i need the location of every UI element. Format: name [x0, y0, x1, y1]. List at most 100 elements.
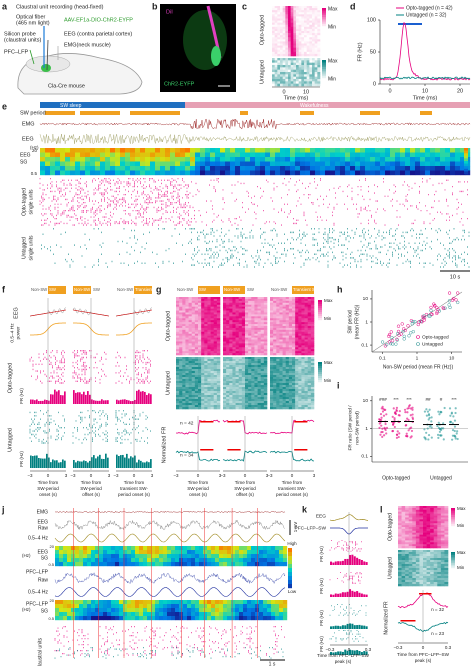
heatmap-cell — [308, 322, 311, 324]
heatmap-cell — [236, 379, 239, 381]
spectrogram-cell — [243, 600, 247, 604]
heatmap-cell — [198, 401, 201, 403]
spectrogram-cell — [280, 171, 285, 176]
heatmap-cell — [305, 345, 308, 347]
heatmap-cell — [311, 334, 314, 336]
heatmap-cell — [214, 363, 217, 365]
heatmap-cell — [189, 381, 192, 383]
heatmap-cell — [258, 301, 261, 303]
spectrogram-cell — [91, 546, 95, 550]
heatmap-cell — [270, 405, 273, 407]
histogram-bar — [128, 458, 130, 468]
heatmap-cell — [223, 405, 226, 407]
heatmap-cell — [195, 347, 198, 349]
spectrogram-cell — [139, 546, 143, 550]
heatmap-cell — [258, 381, 261, 383]
heatmap-cell — [279, 373, 282, 375]
spectrogram-cell — [355, 153, 360, 158]
heatmap-cell — [179, 383, 182, 385]
histogram-bar — [32, 400, 34, 404]
label: Untagged (n = 32) — [406, 12, 447, 18]
histogram-bar — [95, 458, 97, 468]
spectrogram-cell — [147, 562, 151, 566]
heatmap-cell — [179, 324, 182, 326]
heatmap-cell — [211, 381, 214, 383]
heatmap-cell — [185, 297, 188, 299]
unit-point — [405, 435, 407, 437]
heatmap-cell — [245, 395, 248, 397]
heatmap-cell — [182, 330, 185, 332]
heatmap-cell — [299, 31, 302, 33]
heatmap-cell — [305, 328, 308, 330]
spectrogram-cell — [207, 616, 211, 620]
heatmap-cell — [283, 307, 286, 309]
heatmap-cell — [301, 324, 304, 326]
histogram-bar — [44, 459, 46, 468]
heatmap-cell — [301, 84, 304, 87]
heatmap-cell — [248, 341, 251, 343]
histogram-bar — [366, 562, 368, 565]
heatmap-cell — [305, 301, 308, 303]
label: EEG — [13, 307, 19, 319]
spectrogram-cell — [175, 604, 179, 608]
spectrogram-cell — [275, 562, 279, 566]
heatmap-cell — [248, 385, 251, 387]
spectrogram-cell — [131, 600, 135, 604]
spectrogram-cell — [231, 554, 235, 558]
spectrogram-cell — [59, 616, 63, 620]
heatmap-cell — [295, 297, 298, 299]
heatmap-cell — [312, 37, 315, 39]
unit-point — [451, 412, 453, 414]
spectrogram-cell — [200, 153, 205, 158]
heatmap-cell — [185, 369, 188, 371]
heatmap-cell — [289, 389, 292, 391]
heatmap-cell — [229, 345, 232, 347]
spectrogram-cell — [59, 608, 63, 612]
spectrogram-cell — [45, 166, 50, 171]
spectrogram-cell — [180, 153, 185, 158]
spectrogram-cell — [125, 153, 130, 158]
heatmap-cell — [185, 349, 188, 351]
label: Non-SW — [31, 287, 48, 292]
heatmap-cell — [301, 35, 304, 37]
heatmap-cell — [264, 375, 267, 377]
heatmap-cell — [214, 393, 217, 395]
heatmap-cell — [272, 39, 275, 41]
heatmap-cell — [286, 405, 289, 407]
heatmap-cell — [264, 347, 267, 349]
heatmap-cell — [272, 46, 275, 48]
heatmap-cell — [223, 381, 226, 383]
spectrogram-cell — [115, 608, 119, 612]
histogram-bar — [351, 555, 353, 565]
spectrogram-cell — [167, 604, 171, 608]
label: Time from — [282, 480, 303, 485]
heatmap-cell — [185, 405, 188, 407]
heatmap-cell — [198, 314, 201, 316]
heatmap-cell — [292, 359, 295, 361]
spectrogram-cell — [67, 546, 71, 550]
heatmap-cell — [437, 514, 441, 516]
heatmap-cell — [239, 393, 242, 395]
histogram-bar — [101, 459, 103, 468]
heatmap-cell — [226, 385, 229, 387]
heatmap-cell — [298, 309, 301, 311]
heatmap-cell — [295, 309, 298, 311]
heatmap-cell — [254, 301, 257, 303]
heatmap-cell — [280, 41, 283, 43]
spectrogram-cell — [390, 166, 395, 171]
heatmap-cell — [192, 377, 195, 379]
spectrogram-cell — [155, 612, 159, 616]
heatmap-cell — [232, 316, 235, 318]
heatmap-cell — [296, 54, 299, 56]
spectrogram-cell — [230, 166, 235, 171]
spectrogram-cell — [271, 612, 275, 616]
spectrogram-cell — [395, 148, 400, 153]
spectrogram-cell — [390, 153, 395, 158]
heatmap-cell — [312, 25, 315, 27]
heatmap-cell — [242, 322, 245, 324]
heatmap-cell — [264, 324, 267, 326]
heatmap-cell — [198, 379, 201, 381]
spectrogram-cell — [355, 166, 360, 171]
spectrogram-cell — [195, 166, 200, 171]
heatmap-cell — [273, 314, 276, 316]
